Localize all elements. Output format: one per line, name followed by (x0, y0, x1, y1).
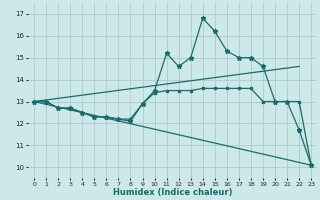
X-axis label: Humidex (Indice chaleur): Humidex (Indice chaleur) (113, 188, 232, 197)
